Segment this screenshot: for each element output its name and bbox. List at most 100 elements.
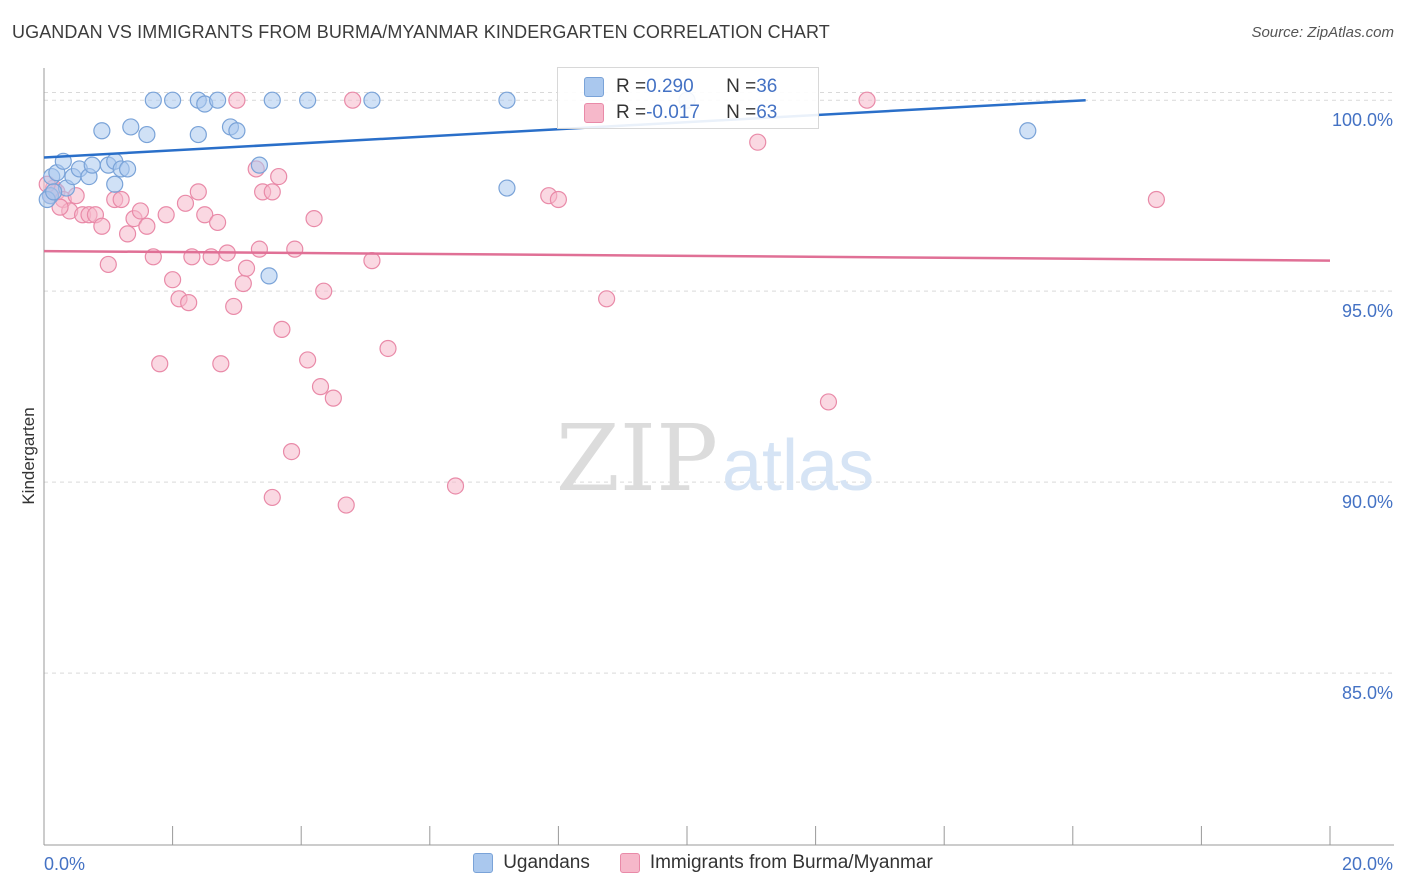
data-point xyxy=(45,183,63,201)
source-label: Source: ZipAtlas.com xyxy=(1251,24,1394,41)
legend-label: Immigrants from Burma/Myanmar xyxy=(649,852,933,873)
data-point xyxy=(363,91,381,109)
data-point xyxy=(180,294,198,312)
stats-row-ugandans: R = 0.290 N = 36 xyxy=(584,74,777,100)
data-point xyxy=(299,91,317,109)
trend-line-burma xyxy=(43,249,1331,262)
stats-row-burma: R = -0.017 N = 63 xyxy=(584,100,777,126)
legend-item-ugandans[interactable]: Ugandans xyxy=(473,852,590,874)
data-point xyxy=(263,488,281,507)
data-point xyxy=(83,156,101,174)
stats-legend: R = 0.290 N = 36 R = -0.017 N = 63 xyxy=(557,67,819,129)
data-point xyxy=(237,259,256,277)
x-tick-label: 20.0% xyxy=(1342,854,1393,874)
data-point xyxy=(51,198,69,216)
data-point xyxy=(344,91,362,109)
data-point xyxy=(209,213,227,232)
r-label: R = xyxy=(616,76,647,97)
data-point xyxy=(122,118,140,136)
data-point xyxy=(93,122,111,140)
data-point xyxy=(225,297,243,316)
data-point xyxy=(379,339,397,358)
data-point xyxy=(749,133,767,151)
data-point xyxy=(263,183,281,201)
data-point xyxy=(270,167,288,186)
data-point xyxy=(549,190,568,209)
data-point xyxy=(209,91,227,109)
y-axis-label: Kindergarten xyxy=(19,407,38,504)
data-point xyxy=(324,389,342,407)
data-point xyxy=(144,91,162,109)
series-legend: Ugandans Immigrants from Burma/Myanmar xyxy=(0,852,1406,874)
data-point xyxy=(282,442,301,461)
chart-title: UGANDAN VS IMMIGRANTS FROM BURMA/MYANMAR… xyxy=(12,22,830,42)
y-tick-label: 85.0% xyxy=(1342,683,1393,703)
data-point xyxy=(138,125,156,144)
data-point xyxy=(99,255,117,274)
data-point xyxy=(151,355,169,373)
n-value: 36 xyxy=(756,76,778,97)
data-point xyxy=(250,156,269,174)
data-point xyxy=(176,194,195,212)
data-point xyxy=(273,320,291,338)
data-point xyxy=(93,217,111,235)
data-point xyxy=(1147,190,1165,209)
data-point xyxy=(286,240,304,258)
x-tick-label: 0.0% xyxy=(44,854,85,874)
data-point xyxy=(305,210,323,228)
y-tick-label: 95.0% xyxy=(1342,301,1393,321)
data-point xyxy=(228,122,246,140)
burma-swatch xyxy=(619,853,640,873)
data-point xyxy=(234,274,252,293)
data-point xyxy=(250,240,269,258)
data-point xyxy=(311,378,330,396)
r-label: R = xyxy=(616,102,647,123)
data-point xyxy=(131,202,150,220)
data-point xyxy=(299,351,317,369)
data-point xyxy=(228,91,246,109)
gridlines xyxy=(44,92,1394,674)
data-point xyxy=(106,175,124,193)
burma-swatch xyxy=(584,103,604,123)
data-point xyxy=(498,91,516,109)
watermark-atlas: atlas xyxy=(722,426,874,506)
y-tick-label: 90.0% xyxy=(1342,492,1393,512)
data-point xyxy=(260,267,278,285)
n-label: N = xyxy=(726,102,757,123)
data-point xyxy=(157,206,175,224)
data-point xyxy=(498,179,516,197)
ugandans-swatch xyxy=(584,77,604,97)
data-point xyxy=(315,282,333,300)
data-point xyxy=(1019,122,1037,140)
data-point xyxy=(446,477,465,495)
y-tick-label: 100.0% xyxy=(1332,110,1393,130)
data-point xyxy=(819,393,838,411)
r-value: 0.290 xyxy=(646,76,694,97)
watermark-zip: ZIP xyxy=(556,405,718,512)
data-point xyxy=(164,91,182,109)
data-point xyxy=(112,190,130,209)
series-ugandans-points xyxy=(38,91,1037,285)
tick-labels: 85.0% 90.0% 95.0% 100.0% 0.0% 20.0% xyxy=(44,110,1393,874)
legend-label: Ugandans xyxy=(503,852,590,873)
data-point xyxy=(118,160,137,178)
data-point xyxy=(118,225,137,243)
data-point xyxy=(337,496,355,514)
data-point xyxy=(598,290,616,308)
r-value: -0.017 xyxy=(646,102,700,123)
axes xyxy=(43,68,1394,846)
data-point xyxy=(189,125,207,144)
data-point xyxy=(212,355,230,373)
data-point xyxy=(858,91,876,109)
data-point xyxy=(164,271,182,289)
data-point xyxy=(263,91,281,109)
data-point xyxy=(189,183,207,201)
data-point xyxy=(196,206,214,224)
ugandans-swatch xyxy=(473,853,494,873)
data-point xyxy=(138,217,156,235)
n-label: N = xyxy=(726,76,757,97)
n-value: 63 xyxy=(756,102,778,123)
data-point xyxy=(363,252,381,270)
legend-item-burma[interactable]: Immigrants from Burma/Myanmar xyxy=(619,852,933,874)
